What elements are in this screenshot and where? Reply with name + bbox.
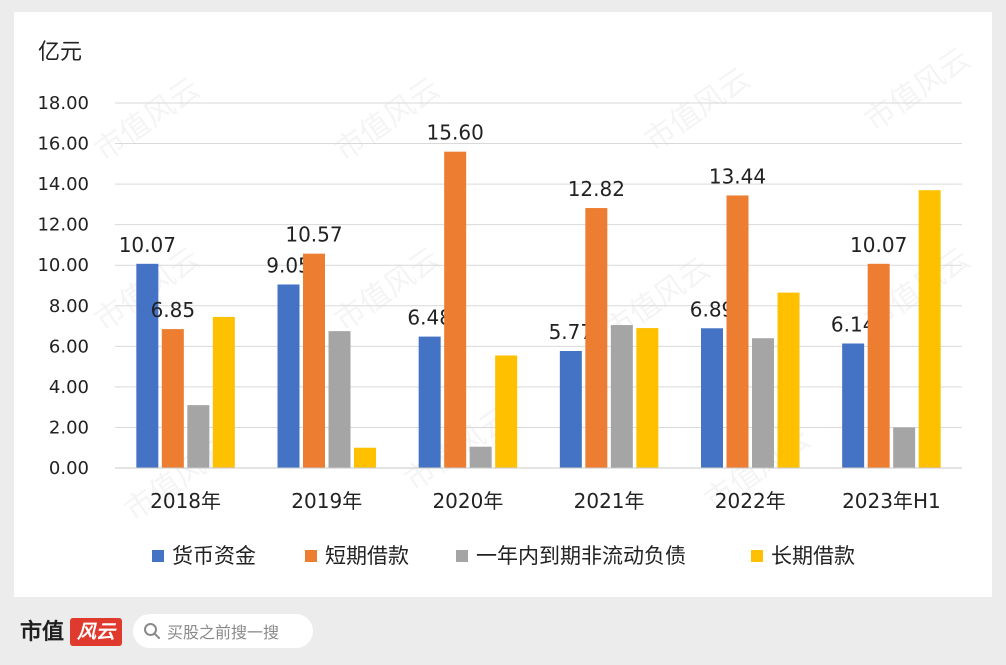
- bar: [585, 208, 608, 469]
- data-label: 15.60: [427, 121, 484, 145]
- x-tick-label: 2022年: [715, 489, 786, 513]
- x-tick-label: 2020年: [432, 489, 503, 513]
- legend-swatch: [305, 550, 317, 562]
- data-label: 10.57: [285, 223, 342, 247]
- bar: [842, 343, 865, 468]
- legend-swatch: [751, 550, 763, 562]
- legend-label: 一年内到期非流动负债: [476, 544, 686, 568]
- bar: [636, 328, 659, 468]
- bar: [303, 253, 325, 468]
- bar: [212, 316, 235, 468]
- y-tick-label: 6.00: [49, 336, 89, 357]
- data-label: 10.07: [119, 233, 176, 257]
- bar: [610, 325, 633, 468]
- bar: [187, 405, 210, 468]
- brand-logo-text: 市值: [20, 619, 65, 645]
- y-tick-label: 8.00: [49, 296, 89, 317]
- bar: [701, 328, 723, 468]
- bar: [444, 151, 467, 468]
- legend-label: 短期借款: [325, 544, 409, 568]
- bar: [752, 338, 774, 468]
- x-tick-label: 2021年: [574, 489, 645, 513]
- chart-card: 市值风云市值风云市值风云市值风云市值风云市值风云市值风云市值风云市值风云市值风云…: [14, 12, 992, 597]
- legend-label: 长期借款: [771, 544, 855, 568]
- data-label: 13.44: [709, 164, 766, 188]
- bar: [418, 336, 441, 468]
- bar: [328, 331, 351, 468]
- bar: [559, 350, 582, 468]
- brand-logo-badge: 风云: [70, 618, 122, 646]
- bar: [277, 284, 300, 468]
- x-tick-label: 2018年: [150, 489, 221, 513]
- legend-swatch: [152, 550, 164, 562]
- bar: [136, 263, 159, 468]
- y-tick-label: 4.00: [49, 377, 89, 398]
- bar: [469, 446, 492, 468]
- y-tick-label: 0.00: [49, 458, 89, 479]
- search-icon: [144, 623, 160, 639]
- bar: [893, 427, 916, 468]
- y-tick-label: 14.00: [37, 174, 89, 195]
- data-label: 10.07: [850, 233, 907, 257]
- watermark-text: 市值风云: [89, 71, 207, 168]
- search-placeholder: 买股之前搜一搜: [167, 623, 280, 642]
- y-tick-label: 2.00: [49, 417, 89, 438]
- legend-label: 货币资金: [172, 544, 256, 568]
- legend-swatch: [456, 550, 468, 562]
- y-tick-label: 16.00: [37, 134, 89, 155]
- y-tick-label: 18.00: [37, 93, 89, 114]
- y-tick-label: 10.00: [37, 255, 89, 276]
- y-tick-label: 12.00: [37, 215, 89, 236]
- bar: [867, 263, 890, 468]
- footer-bar: 市值 风云 买股之前搜一搜: [0, 600, 1006, 665]
- y-unit-label: 亿元: [38, 40, 82, 65]
- x-tick-label: 2019年: [291, 489, 362, 513]
- data-label: 12.82: [568, 177, 625, 201]
- watermark-text: 市值风云: [859, 41, 977, 138]
- search-box[interactable]: 买股之前搜一搜: [133, 614, 313, 648]
- data-label: 6.85: [151, 298, 196, 322]
- bar: [777, 292, 800, 468]
- bar: [354, 447, 376, 468]
- x-tick-label: 2023年H1: [842, 489, 941, 513]
- bar-chart: 市值风云市值风云市值风云市值风云市值风云市值风云市值风云市值风云市值风云市值风云…: [37, 40, 977, 568]
- bar: [918, 190, 941, 468]
- bar: [726, 195, 749, 468]
- bar: [495, 355, 518, 468]
- bar: [161, 329, 184, 468]
